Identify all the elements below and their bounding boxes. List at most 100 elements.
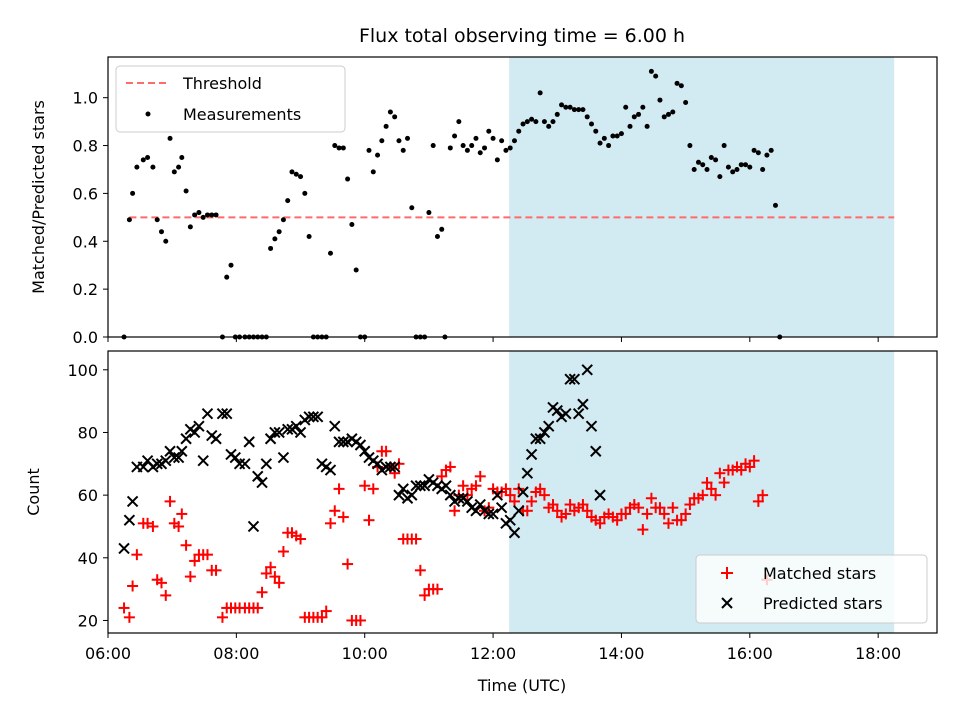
- measurement-point: [332, 143, 338, 149]
- measurement-point: [755, 150, 761, 156]
- predicted-star-point: [277, 451, 290, 464]
- measurement-point: [176, 164, 182, 170]
- predicted-star-point: [239, 458, 251, 470]
- bottom-x-ticks: 06:00 08:00 10:00 12:00 14:00 16:00 18:00: [85, 633, 901, 663]
- predicted-star-point: [273, 426, 285, 439]
- measurement-point: [666, 111, 672, 117]
- top-panel: 0.0 0.2 0.4 0.6 0.8 1.0 Matched/Predicted sta…: [29, 56, 938, 347]
- predicted-star-mark-b: [260, 458, 273, 470]
- predicted-star-point: [252, 470, 264, 483]
- matched-star-point: [594, 517, 606, 529]
- measurement-point: [353, 267, 359, 273]
- measurement-point: [473, 135, 479, 141]
- measurement-point: [721, 143, 727, 149]
- measurement-point: [507, 145, 513, 151]
- measurement-point: [383, 123, 389, 129]
- measurement-point: [546, 123, 552, 129]
- measurement-point: [717, 174, 723, 180]
- measurement-point: [640, 104, 646, 110]
- matched-star-point: [620, 508, 632, 520]
- measurement-point: [452, 133, 458, 139]
- predicted-star-mark-b: [141, 454, 154, 467]
- predicted-star-point: [329, 420, 341, 432]
- predicted-star-mark-b: [406, 489, 418, 501]
- measurement-point: [627, 123, 633, 129]
- measurement-point: [469, 143, 475, 149]
- measurement-point: [768, 147, 774, 153]
- legend-matched-swatch: [721, 567, 733, 579]
- predicted-star-point: [260, 458, 273, 470]
- bottom-axes-frame: [107, 350, 938, 634]
- bottom-y-tick-label: 60: [78, 486, 98, 505]
- measurement-point: [683, 99, 689, 105]
- measurement-point: [636, 111, 642, 117]
- predicted-star-mark-b: [491, 489, 504, 501]
- predicted-star-mark-b: [256, 476, 268, 489]
- predicted-star-point: [585, 420, 598, 432]
- matched-star-point: [410, 533, 422, 545]
- matched-star-point: [320, 605, 332, 617]
- measurement-point: [606, 143, 612, 149]
- matched-star-point: [295, 533, 307, 545]
- predicted-star-point: [123, 514, 136, 526]
- predicted-star-mark-b: [525, 448, 538, 461]
- bottom-y-axis-label: Count: [24, 468, 43, 516]
- matched-star-point: [184, 571, 196, 583]
- predicted-star-point: [126, 495, 139, 508]
- matched-star-point: [173, 520, 185, 532]
- measurement-point: [280, 217, 286, 223]
- top-y-tick-label: 0.0: [73, 328, 98, 347]
- bottom-y-ticks: 20 40 60 80 100: [67, 361, 108, 630]
- predicted-star-mark-b: [453, 492, 465, 504]
- measurement-point: [661, 114, 667, 120]
- predicted-star-mark-b: [180, 433, 192, 445]
- matched-star-point: [744, 461, 756, 473]
- matched-star-point: [697, 489, 709, 501]
- top-legend-box: [115, 65, 346, 133]
- predicted-star-mark-b: [517, 486, 529, 498]
- measurement-point: [747, 164, 753, 170]
- matched-star-point: [329, 505, 341, 517]
- measurement-point: [751, 147, 757, 153]
- predicted-star-mark-b: [483, 508, 495, 520]
- predicted-star-mark-b: [393, 489, 405, 501]
- measurement-point: [150, 164, 156, 170]
- predicted-star-point: [324, 464, 337, 476]
- measurement-point: [327, 250, 333, 256]
- predicted-star-point: [388, 461, 401, 473]
- matched-star-point: [389, 467, 401, 479]
- measurement-point: [200, 214, 206, 220]
- measurement-points: [121, 68, 783, 340]
- matched-star-point: [333, 483, 345, 495]
- predicted-star-point: [247, 520, 260, 533]
- matched-star-point: [701, 477, 713, 489]
- predicted-star-point: [418, 480, 431, 492]
- predicted-star-point: [568, 373, 581, 385]
- measurement-point: [670, 109, 676, 115]
- predicted-star-point: [495, 501, 508, 514]
- shaded-region-top: [509, 57, 895, 337]
- predicted-star-point: [406, 489, 418, 501]
- matched-star-point: [436, 470, 448, 482]
- measurement-point: [563, 104, 569, 110]
- measurement-point: [708, 155, 714, 161]
- bottom-x-tick-label: 08:00: [213, 644, 259, 663]
- predicted-star-point: [176, 445, 188, 457]
- bottom-panel: 20 40 60 80 100 06:00 08:00 10:00 12:00 14:00 16:…: [24, 350, 938, 695]
- predicted-star-point: [201, 407, 214, 420]
- measurement-point: [140, 157, 146, 163]
- top-legend: Threshold Measurements: [115, 65, 346, 133]
- matched-star-point: [431, 583, 443, 595]
- predicted-star-point: [256, 476, 268, 489]
- predicted-star-point: [210, 433, 222, 445]
- predicted-star-point: [188, 426, 201, 439]
- predicted-star-mark-b: [337, 436, 350, 448]
- predicted-star-mark-b: [444, 489, 457, 501]
- predicted-star-point: [243, 436, 255, 448]
- matched-star-point: [118, 602, 130, 614]
- bottom-x-tick-label: 06:00: [85, 644, 131, 663]
- measurement-point: [687, 143, 693, 149]
- predicted-star-point: [164, 445, 176, 457]
- matched-star-point: [521, 505, 533, 517]
- measurement-point: [179, 155, 185, 161]
